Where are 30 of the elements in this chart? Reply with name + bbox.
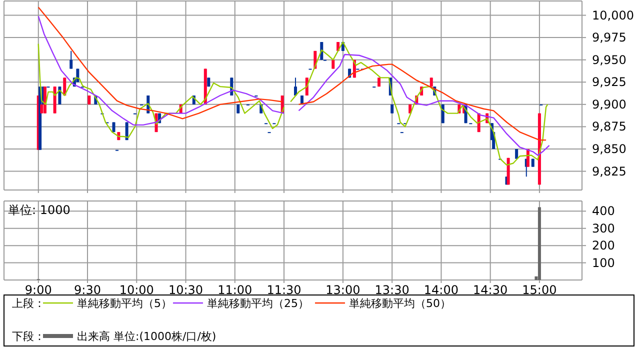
y-tick-label: 9,925 [592,75,626,90]
y-tick-label: 9,975 [592,30,626,45]
x-tick-label: 13:00 [326,283,360,297]
x-tick-label: 9:00 [24,283,52,297]
legend-label: 単純移動平均（25） [207,297,309,310]
legend-title: 下段： [12,330,45,343]
x-tick-label: 10:30 [168,283,204,297]
y-tick-label: 9,825 [592,164,626,178]
x-tick-label: 14:30 [473,283,508,297]
legend-label: 単純移動平均（5） [77,297,172,310]
y-tick-label: 300 [592,221,615,236]
y-tick-label: 100 [592,256,615,270]
x-tick-label: 10:00 [119,283,154,297]
y-tick-label: 9,850 [592,142,626,156]
y-tick-label: 400 [592,204,615,218]
legend-label: 出来高 単位:(1000株/口/枚) [77,330,216,343]
y-tick-label: 9,875 [592,120,626,134]
x-tick-label: 11:00 [218,283,252,297]
y-tick-label: 10,000 [592,8,634,22]
x-tick-label: 11:30 [266,283,302,297]
x-tick-label: 9:30 [74,283,101,297]
x-tick-label: 14:00 [424,283,459,297]
annotation: 単位: 1000 [8,203,70,217]
x-tick-label: 15:00 [522,283,557,297]
y-tick-label: 9,950 [592,52,626,67]
legend-label: 単純移動平均（50） [349,297,451,310]
legend-title: 上段： [12,297,45,310]
y-tick-label: 200 [592,238,615,253]
y-tick-label: 9,900 [592,97,626,112]
x-tick-label: 13:30 [374,283,410,297]
